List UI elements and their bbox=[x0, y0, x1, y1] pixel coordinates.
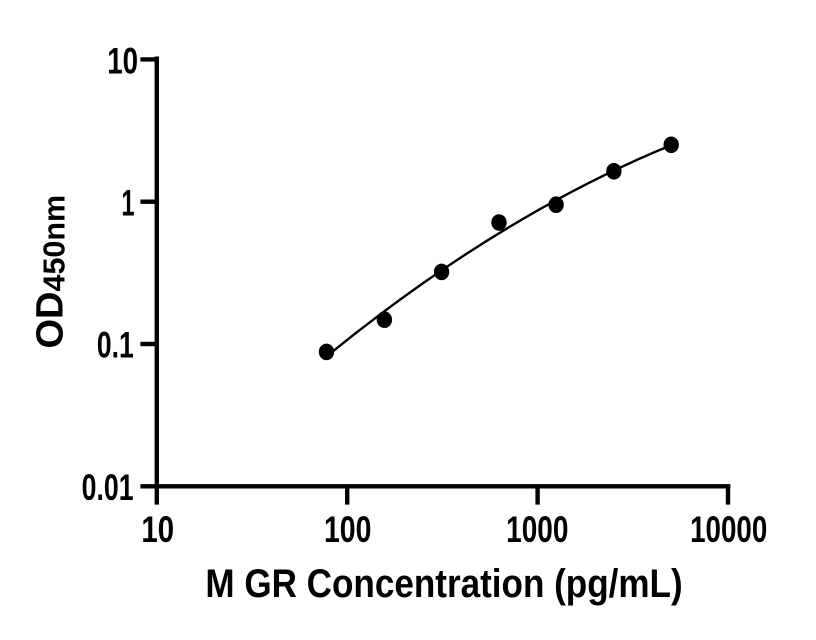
svg-text:10: 10 bbox=[141, 510, 174, 551]
svg-text:0.01: 0.01 bbox=[82, 467, 134, 508]
svg-text:10000: 10000 bbox=[690, 508, 767, 550]
svg-text:100: 100 bbox=[324, 508, 371, 549]
svg-text:M GR Concentration (pg/mL): M GR Concentration (pg/mL) bbox=[205, 561, 682, 606]
svg-text:1: 1 bbox=[121, 182, 134, 224]
svg-text:1000: 1000 bbox=[506, 508, 568, 550]
svg-text:10: 10 bbox=[107, 39, 138, 81]
svg-text:0.1: 0.1 bbox=[97, 324, 134, 365]
svg-text:OD450nm: OD450nm bbox=[29, 195, 71, 349]
